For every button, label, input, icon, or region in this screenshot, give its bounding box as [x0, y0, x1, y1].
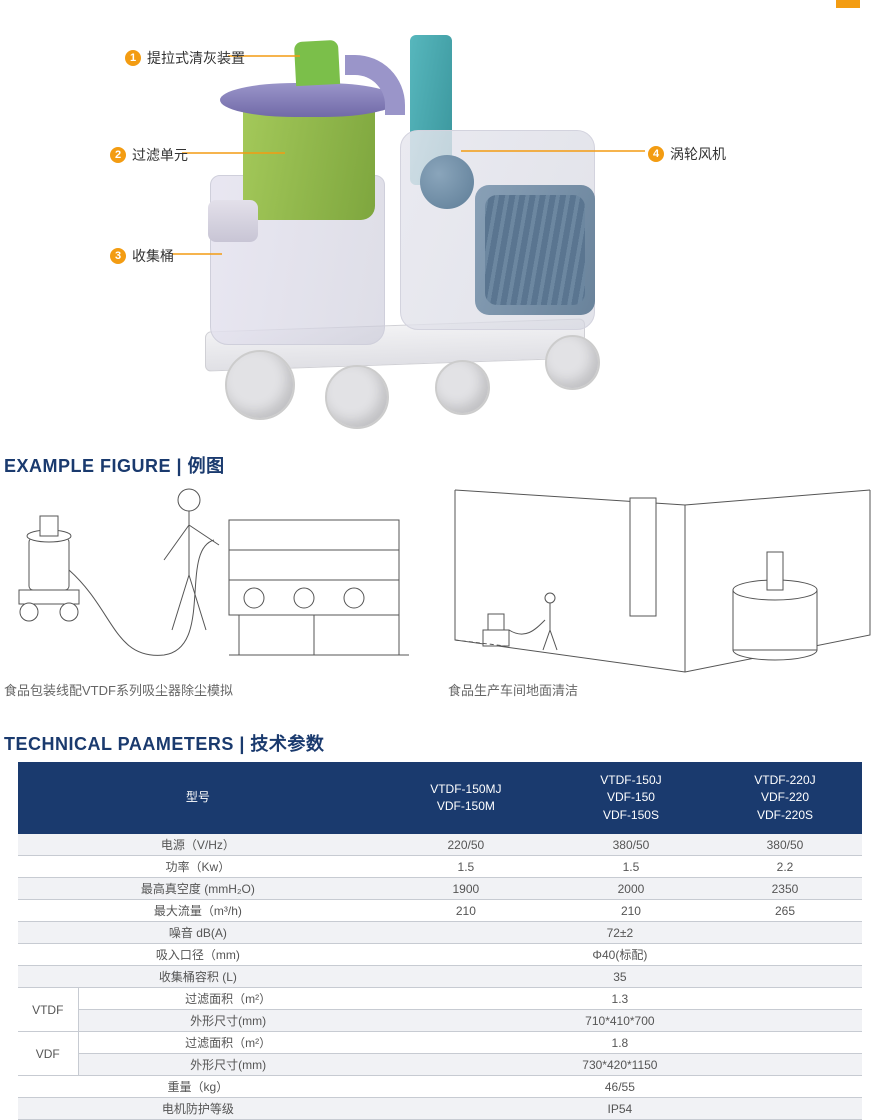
corner-accent [836, 0, 860, 8]
machine-illustration [205, 35, 625, 435]
table-cell: 最大流量（m³/h) [18, 900, 378, 922]
table-row: 重量（kg）46/55 [18, 1076, 862, 1098]
table-cell: 过滤面积（m²） [78, 988, 378, 1010]
table-row: VTDF过滤面积（m²）1.3 [18, 988, 862, 1010]
table-row: 吸入口径（mm)Φ40(标配) [18, 944, 862, 966]
product-diagram: 1 提拉式清灰装置 2 过滤单元 3 收集桶 4 涡轮风机 [0, 10, 880, 440]
table-cell: 72±2 [378, 922, 862, 944]
table-cell: Φ40(标配) [378, 944, 862, 966]
example-right-illustration [445, 480, 875, 680]
table-cell: IP54 [378, 1098, 862, 1120]
table-cell: 吸入口径（mm) [18, 944, 378, 966]
th-col2: VTDF-150J VDF-150 VDF-150S [554, 762, 708, 834]
table-cell: 2.2 [708, 856, 862, 878]
table-row: 外形尺寸(mm)710*410*700 [18, 1010, 862, 1032]
table-cell: 收集桶容积 (L) [18, 966, 378, 988]
table-cell: 46/55 [378, 1076, 862, 1098]
table-cell: 1900 [378, 878, 554, 900]
table-cell: 210 [554, 900, 708, 922]
callout-4: 4 涡轮风机 [648, 144, 726, 164]
callout-3: 3 收集桶 [110, 246, 174, 266]
table-row: 收集桶容积 (L)35 [18, 966, 862, 988]
table-cell: 噪音 dB(A) [18, 922, 378, 944]
callout-1: 1 提拉式清灰装置 [125, 48, 245, 68]
heading-example-zh: 例图 [188, 456, 225, 476]
table-cell: 外形尺寸(mm) [78, 1010, 378, 1032]
heading-tech: TECHNICAL PAAMETERS | 技术参数 [4, 730, 324, 756]
table-row: 最大流量（m³/h)210210265 [18, 900, 862, 922]
table-row: VDF过滤面积（m²）1.8 [18, 1032, 862, 1054]
example-right-caption: 食品生产车间地面清洁 [448, 680, 578, 699]
table-cell: 380/50 [554, 834, 708, 856]
table-row: 功率（Kw）1.51.52.2 [18, 856, 862, 878]
table-cell: 1.5 [378, 856, 554, 878]
callout-label-3: 收集桶 [132, 246, 174, 266]
table-row: 电机防护等级IP54 [18, 1098, 862, 1120]
table-row: 电源（V/Hz）220/50380/50380/50 [18, 834, 862, 856]
example-left-illustration [4, 480, 424, 680]
table-cell: 过滤面积（m²） [78, 1032, 378, 1054]
th-col3: VTDF-220J VDF-220 VDF-220S [708, 762, 862, 834]
table-cell: 2000 [554, 878, 708, 900]
heading-example-en: EXAMPLE FIGURE [4, 456, 171, 476]
table-cell: VDF [18, 1032, 78, 1076]
callout-label-1: 提拉式清灰装置 [147, 48, 245, 68]
table-cell: 1.8 [378, 1032, 862, 1054]
table-cell: 重量（kg） [18, 1076, 378, 1098]
th-model: 型号 [18, 762, 378, 834]
table-cell: 外形尺寸(mm) [78, 1054, 378, 1076]
table-row: 最高真空度 (mmH₂O)190020002350 [18, 878, 862, 900]
table-cell: 功率（Kw） [18, 856, 378, 878]
table-cell: 2350 [708, 878, 862, 900]
table-cell: 730*420*1150 [378, 1054, 862, 1076]
example-figures: 食品包装线配VTDF系列吸尘器除尘模拟 食品生产车间地面清洁 [0, 480, 880, 710]
table-cell: 电源（V/Hz） [18, 834, 378, 856]
heading-tech-zh: 技术参数 [250, 734, 324, 754]
table-cell: 210 [378, 900, 554, 922]
example-left-caption: 食品包装线配VTDF系列吸尘器除尘模拟 [4, 680, 233, 699]
callout-label-2: 过滤单元 [132, 145, 188, 165]
callout-badge-4: 4 [648, 146, 664, 162]
heading-example: EXAMPLE FIGURE | 例图 [4, 452, 225, 478]
table-cell: 电机防护等级 [18, 1098, 378, 1120]
table-cell: 1.5 [554, 856, 708, 878]
tech-table: 型号 VTDF-150MJ VDF-150M VTDF-150J VDF-150… [18, 762, 862, 1120]
table-cell: 35 [378, 966, 862, 988]
table-row: 噪音 dB(A)72±2 [18, 922, 862, 944]
callout-2: 2 过滤单元 [110, 145, 188, 165]
table-cell: 最高真空度 (mmH₂O) [18, 878, 378, 900]
table-cell: 220/50 [378, 834, 554, 856]
table-cell: VTDF [18, 988, 78, 1032]
table-header-row: 型号 VTDF-150MJ VDF-150M VTDF-150J VDF-150… [18, 762, 862, 834]
th-col1: VTDF-150MJ VDF-150M [378, 762, 554, 834]
table-row: 外形尺寸(mm)730*420*1150 [18, 1054, 862, 1076]
table-cell: 265 [708, 900, 862, 922]
callout-badge-1: 1 [125, 50, 141, 66]
table-cell: 710*410*700 [378, 1010, 862, 1032]
table-cell: 380/50 [708, 834, 862, 856]
table-cell: 1.3 [378, 988, 862, 1010]
heading-tech-en: TECHNICAL PAAMETERS [4, 734, 234, 754]
callout-label-4: 涡轮风机 [670, 144, 726, 164]
callout-badge-3: 3 [110, 248, 126, 264]
callout-badge-2: 2 [110, 147, 126, 163]
